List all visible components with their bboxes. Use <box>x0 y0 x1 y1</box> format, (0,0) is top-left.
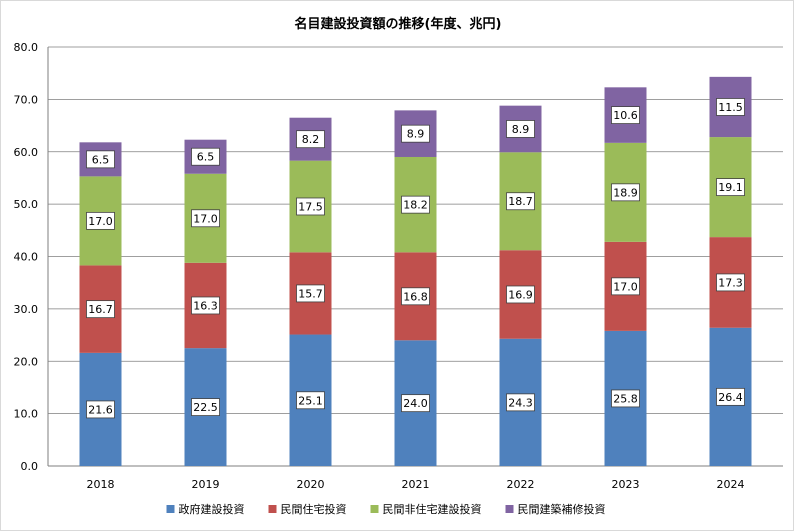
y-tick-label: 20.0 <box>14 355 39 368</box>
data-label: 24.3 <box>508 396 533 409</box>
legend-swatch <box>166 505 175 513</box>
data-label: 25.1 <box>298 394 323 407</box>
data-label-box <box>86 300 115 319</box>
data-label: 22.5 <box>193 401 218 414</box>
legend-label: 民間住宅投資 <box>281 502 347 516</box>
data-label: 25.8 <box>613 392 638 405</box>
legend-swatch <box>268 505 277 513</box>
x-tick-label: 2023 <box>612 478 640 491</box>
y-tick-label: 60.0 <box>14 146 39 159</box>
data-label: 19.1 <box>718 181 743 194</box>
data-label: 11.5 <box>718 101 743 114</box>
data-label-box <box>191 209 220 228</box>
legend-label: 政府建設投資 <box>179 502 245 516</box>
legend-swatch <box>505 505 514 513</box>
data-label: 16.3 <box>193 299 218 312</box>
data-label-box <box>86 150 115 169</box>
y-tick-label: 70.0 <box>14 93 39 106</box>
y-tick-label: 30.0 <box>14 303 39 316</box>
legend-item: 政府建設投資 <box>166 502 245 516</box>
data-label-box <box>296 284 325 303</box>
data-label-box <box>506 192 535 211</box>
data-label: 18.2 <box>403 199 428 212</box>
data-label: 16.7 <box>88 303 113 316</box>
data-label-box <box>716 387 745 406</box>
x-tick-label: 2022 <box>507 478 535 491</box>
data-label: 17.0 <box>88 215 113 228</box>
data-label: 17.0 <box>613 280 638 293</box>
data-label: 6.5 <box>197 151 215 164</box>
data-label-box <box>296 197 325 216</box>
data-label-box <box>86 211 115 230</box>
x-tick-label: 2021 <box>402 478 430 491</box>
data-label-box <box>506 285 535 304</box>
legend: 政府建設投資 民間住宅投資 民間非住宅建設投資 民間建築補修投資 <box>166 502 606 516</box>
data-label-box <box>401 394 430 413</box>
legend-item: 民間非住宅建設投資 <box>370 502 482 516</box>
data-label: 8.9 <box>512 123 530 136</box>
y-tick-label: 40.0 <box>14 251 39 264</box>
data-label-box <box>611 183 640 202</box>
y-tick-label: 0.0 <box>21 460 39 473</box>
data-label-box <box>716 273 745 292</box>
data-label: 18.7 <box>508 195 533 208</box>
data-label-box <box>611 389 640 408</box>
data-label: 10.6 <box>613 109 638 122</box>
x-tick-label: 2020 <box>297 478 325 491</box>
data-label: 21.6 <box>88 403 113 416</box>
y-tick-label: 80.0 <box>14 41 39 54</box>
data-label-box <box>401 195 430 214</box>
data-label-box <box>401 124 430 143</box>
x-tick-label: 2019 <box>192 478 220 491</box>
data-labels: 21.6 16.7 17.0 6.5 22.5 16.3 17.0 6.5 25.1 15.7 17… <box>86 98 745 419</box>
data-label-box <box>296 391 325 410</box>
data-label: 15.7 <box>298 287 323 300</box>
data-label: 6.5 <box>92 153 110 166</box>
legend-item: 民間住宅投資 <box>268 502 347 516</box>
legend-label: 民間建築補修投資 <box>518 502 606 516</box>
legend-swatch <box>370 505 379 513</box>
data-label-box <box>611 277 640 296</box>
data-label: 17.3 <box>718 276 743 289</box>
data-label: 26.4 <box>718 391 743 404</box>
x-tick-label: 2024 <box>717 478 745 491</box>
data-label-box <box>716 98 745 116</box>
data-label-box <box>611 106 640 124</box>
y-tick-label: 50.0 <box>14 198 39 211</box>
data-label-box <box>716 178 745 197</box>
data-label: 8.2 <box>302 133 320 146</box>
data-label-box <box>506 393 535 412</box>
legend-label: 民間非住宅建設投資 <box>383 502 482 516</box>
legend-item: 民間建築補修投資 <box>505 502 606 516</box>
data-label: 17.5 <box>298 200 323 213</box>
data-label-box <box>401 287 430 306</box>
data-label-box <box>296 130 325 149</box>
data-label: 16.9 <box>508 288 533 301</box>
chart-title: 名目建設投資額の推移(年度、兆円) <box>295 16 502 32</box>
y-tick-label: 10.0 <box>14 408 39 421</box>
data-label: 24.0 <box>403 397 428 410</box>
data-label-box <box>191 398 220 416</box>
data-label-box <box>191 296 220 315</box>
data-label-box <box>191 147 220 166</box>
data-label: 17.0 <box>193 212 218 225</box>
x-tick-label: 2018 <box>87 478 115 491</box>
data-label: 18.9 <box>613 186 638 199</box>
data-label-box <box>86 400 115 419</box>
data-label-box <box>506 120 535 138</box>
data-label: 8.9 <box>407 128 425 141</box>
data-label: 16.8 <box>403 290 428 303</box>
